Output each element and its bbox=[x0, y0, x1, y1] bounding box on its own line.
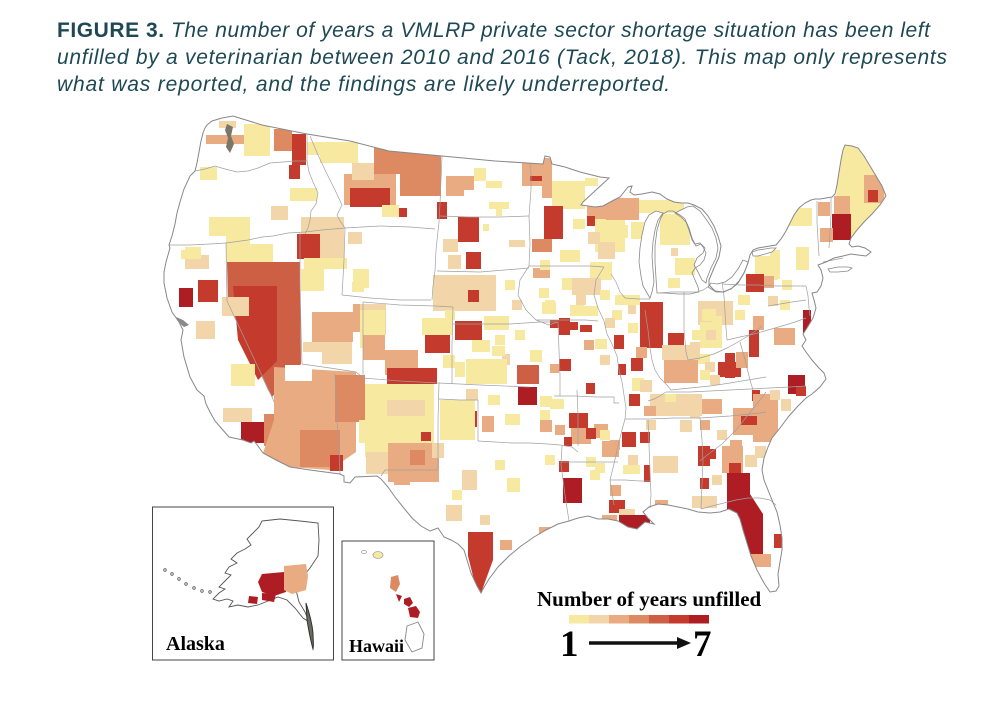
svg-text:Hawaii: Hawaii bbox=[349, 636, 404, 656]
svg-text:Number of years unfilled: Number of years unfilled bbox=[537, 587, 762, 611]
svg-text:7: 7 bbox=[693, 624, 712, 665]
svg-text:1: 1 bbox=[560, 624, 579, 665]
svg-text:Alaska: Alaska bbox=[166, 633, 225, 655]
